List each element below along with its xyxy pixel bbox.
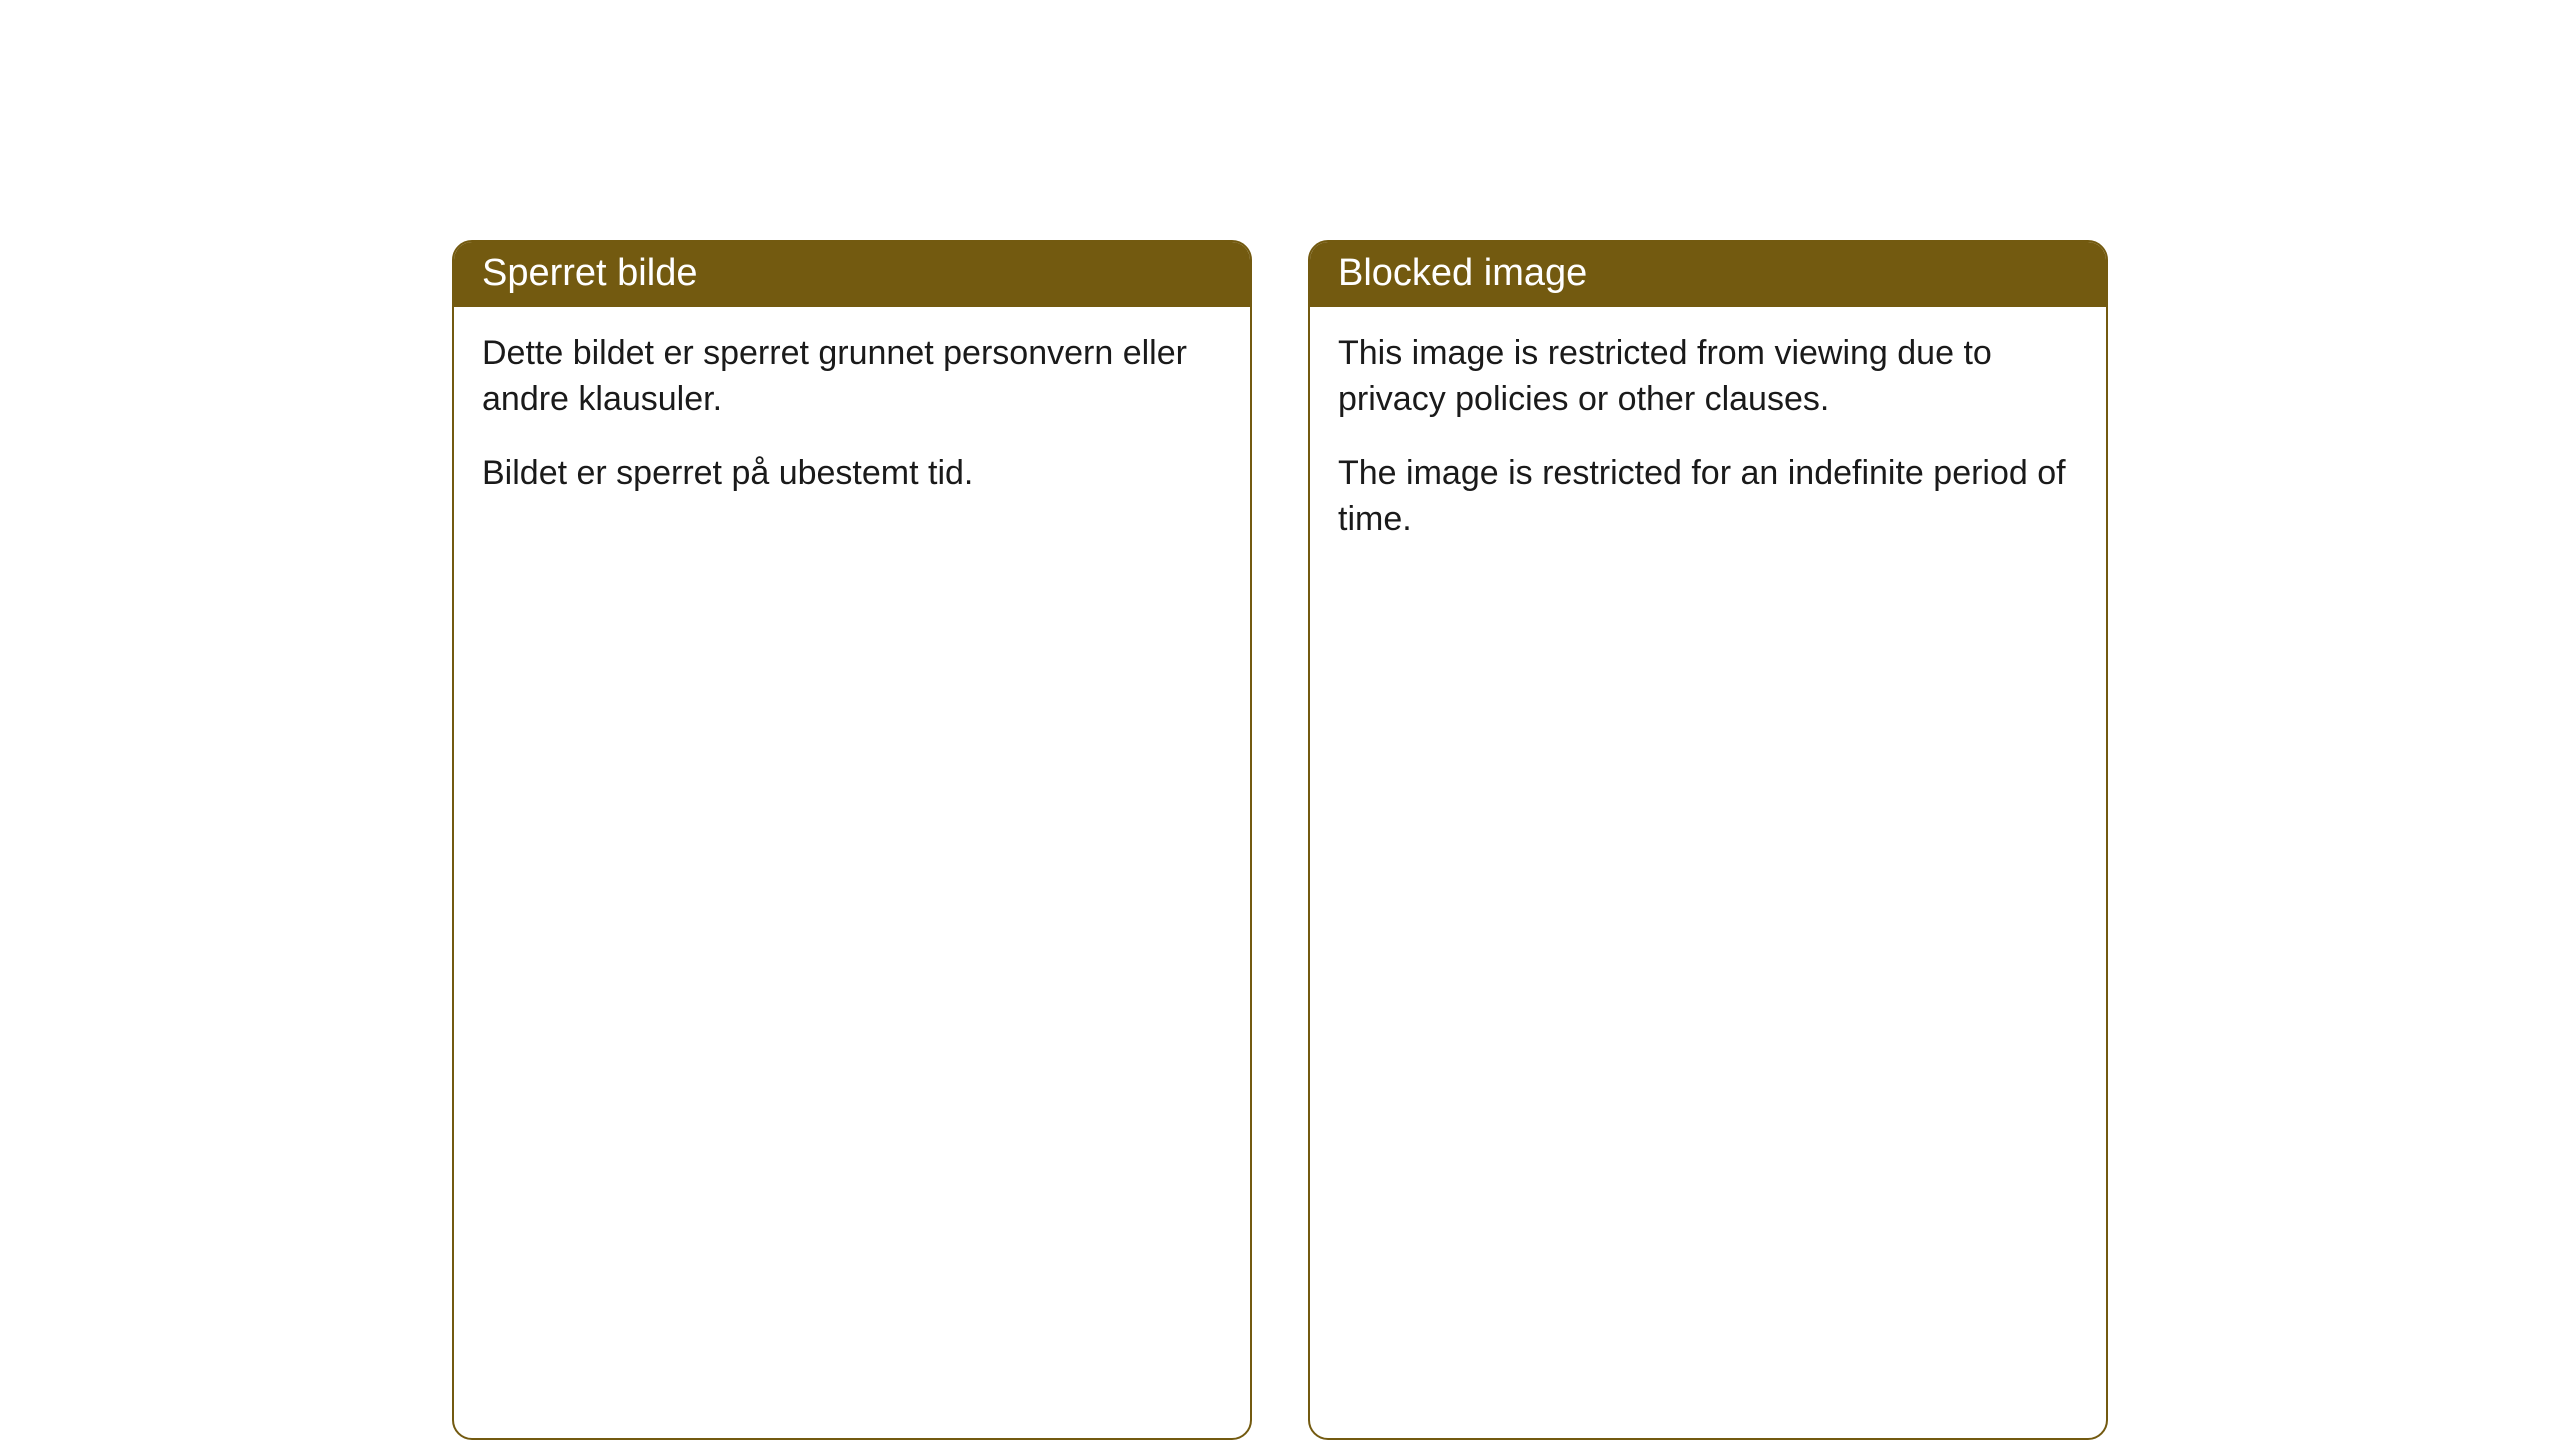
card-paragraph-1: This image is restricted from viewing du… [1338,331,2078,423]
card-header: Blocked image [1310,242,2106,307]
blocked-image-card-norwegian: Sperret bilde Dette bildet er sperret gr… [452,240,1252,1440]
blocked-image-card-english: Blocked image This image is restricted f… [1308,240,2108,1440]
card-paragraph-1: Dette bildet er sperret grunnet personve… [482,331,1222,423]
card-body: This image is restricted from viewing du… [1310,307,2106,579]
card-paragraph-2: The image is restricted for an indefinit… [1338,451,2078,543]
card-paragraph-2: Bildet er sperret på ubestemt tid. [482,451,1222,497]
card-body: Dette bildet er sperret grunnet personve… [454,307,1250,533]
card-header: Sperret bilde [454,242,1250,307]
cards-container: Sperret bilde Dette bildet er sperret gr… [452,240,2108,1440]
